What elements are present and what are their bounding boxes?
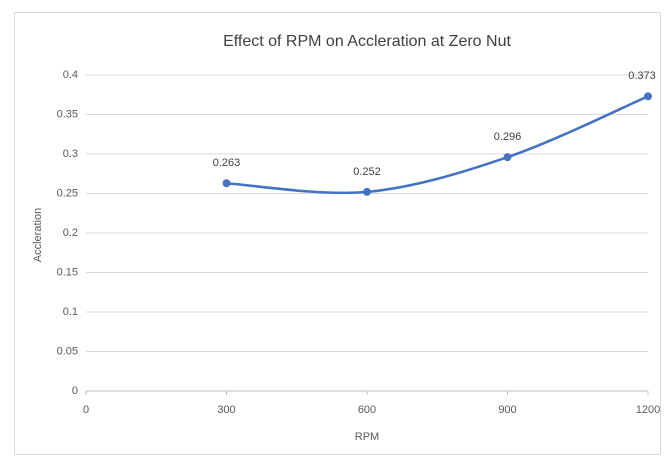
y-tick-label: 0.15 [57, 266, 78, 278]
y-tick-label: 0.35 [57, 108, 78, 120]
y-tick-label: 0.2 [63, 227, 78, 239]
y-axis-label: Accleration [32, 208, 44, 262]
y-tick-label: 0 [72, 385, 78, 397]
y-tick-label: 0.1 [63, 306, 78, 318]
data-label: 0.373 [628, 70, 656, 82]
x-tick-label: 0 [83, 404, 89, 416]
marker [503, 153, 512, 162]
x-tick-label: 1200 [636, 404, 660, 416]
data-label: 0.263 [213, 157, 241, 169]
y-tick-label: 0.25 [57, 187, 78, 199]
data-label: 0.252 [353, 166, 381, 178]
data-label: 0.296 [494, 131, 522, 143]
y-tick-label: 0.4 [63, 69, 78, 81]
marker [644, 92, 652, 101]
x-tick-label: 900 [498, 404, 516, 416]
marker [363, 187, 371, 196]
x-tick-label: 300 [217, 404, 235, 416]
y-tick-label: 0.3 [63, 148, 78, 160]
line [225, 95, 650, 195]
y-tick-label: 0.05 [57, 345, 78, 357]
marker [222, 179, 231, 188]
chart-title: Effect of RPM on Accleration at Zero Nut [223, 33, 511, 50]
x-tick-label: 600 [358, 404, 376, 416]
x-axis-label: RPM [355, 431, 379, 443]
